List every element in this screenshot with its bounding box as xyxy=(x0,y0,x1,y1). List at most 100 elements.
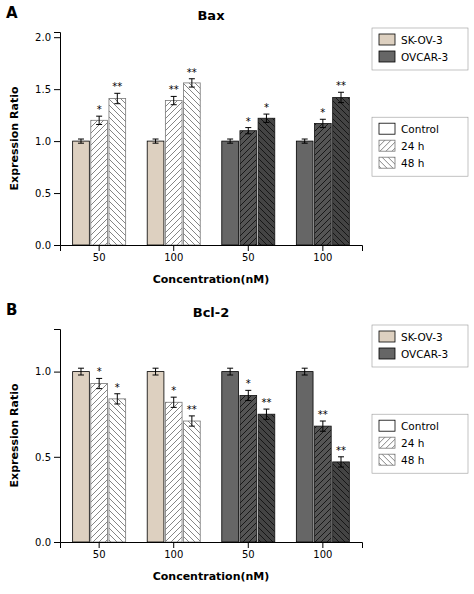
error-bar xyxy=(338,92,344,102)
significance-label: * xyxy=(246,378,251,389)
significance-label: * xyxy=(320,107,325,118)
y-tick: 0.5 xyxy=(35,452,60,463)
y-tick-label: 2.0 xyxy=(35,32,51,43)
y-axis-line xyxy=(54,330,61,543)
y-tick-mark xyxy=(54,89,60,90)
significance-label: * xyxy=(97,104,102,115)
x-tick-label: 50 xyxy=(93,252,106,263)
significance-label: ** xyxy=(261,397,271,408)
significance-label: * xyxy=(264,102,269,113)
bar xyxy=(296,141,313,245)
legend-frame xyxy=(372,414,468,473)
x-tick-label: 100 xyxy=(313,252,332,263)
bar xyxy=(109,98,126,245)
y-tick: 1.0 xyxy=(35,136,60,147)
legend-groups: SK-OV-3OVCAR-3 xyxy=(372,325,468,367)
x-tick-mark xyxy=(99,245,100,251)
x-tick-mark xyxy=(99,542,100,548)
figure: 0.00.51.01.52.05010050100************Bax… xyxy=(0,0,474,594)
x-tick-label: 100 xyxy=(313,549,332,560)
y-tick-mark xyxy=(54,141,60,142)
significance-labels: ************ xyxy=(97,67,346,127)
significance-label: ** xyxy=(187,404,197,415)
y-tick-mark xyxy=(54,457,60,458)
x-tick: 50 xyxy=(242,542,255,560)
bar xyxy=(333,97,350,245)
x-tick-mark xyxy=(248,542,249,548)
error-bar xyxy=(263,114,269,122)
significance-label: * xyxy=(246,116,251,127)
x-axis-line xyxy=(61,543,363,549)
error-bar xyxy=(245,128,251,134)
y-tick-mark xyxy=(54,542,60,543)
error-bar xyxy=(245,390,251,400)
error-bar xyxy=(320,119,326,127)
x-tick: 100 xyxy=(313,245,332,263)
y-axis: 0.00.51.01.52.0 xyxy=(35,32,60,251)
bar xyxy=(165,101,182,245)
y-tick-mark xyxy=(54,372,60,373)
bar xyxy=(240,131,257,245)
x-axis: 5010050100 xyxy=(61,245,363,263)
error-bar xyxy=(227,368,233,375)
legend-label: 24 h xyxy=(401,140,424,152)
error-bar xyxy=(96,116,102,124)
legend-series: Control24 h48 h xyxy=(372,414,468,473)
y-tick-mark xyxy=(54,193,60,194)
error-bar xyxy=(302,139,308,143)
y-axis: 0.0 0.5 1.0 xyxy=(35,330,60,548)
bars xyxy=(73,368,350,542)
bar xyxy=(91,120,108,245)
bar xyxy=(73,372,90,542)
y-axis-title: Expression Ratio xyxy=(8,86,21,190)
bar xyxy=(222,141,239,245)
legend-label: Control xyxy=(401,123,439,135)
y-tick-label: 0.0 xyxy=(35,537,51,548)
legend-frame xyxy=(372,325,468,367)
panel: 0.00.51.05010050100************Bcl-2Conc… xyxy=(6,301,468,583)
legend-swatch xyxy=(379,348,395,359)
significance-labels: ************ xyxy=(97,366,346,455)
legend-frame xyxy=(372,28,468,70)
bar xyxy=(314,426,331,542)
y-axis-line xyxy=(54,33,61,246)
error-bar xyxy=(96,378,102,388)
error-bar xyxy=(78,139,84,143)
significance-label: * xyxy=(97,366,102,377)
x-tick: 50 xyxy=(93,542,106,560)
y-tick-label: 1.0 xyxy=(35,366,51,377)
y-tick: 1.5 xyxy=(35,84,60,95)
legend-series: Control 24 h 48 h xyxy=(372,117,468,176)
legend-swatch xyxy=(379,454,395,465)
bar xyxy=(258,414,275,542)
legend-swatch xyxy=(379,34,395,45)
y-tick-label: 1.5 xyxy=(35,84,51,95)
legend-swatch xyxy=(379,420,395,431)
legend-swatch xyxy=(379,157,395,168)
error-bar xyxy=(78,368,84,375)
legend-label: 48 h xyxy=(401,157,424,169)
legend-label: Control xyxy=(401,420,439,432)
bar xyxy=(184,421,201,542)
bar xyxy=(258,118,275,245)
y-tick: 1.0 xyxy=(35,366,60,377)
plot-area: 0.00.51.01.52.05010050100************ xyxy=(35,32,362,263)
legend-label: SK-OV-3 xyxy=(401,34,443,46)
bar xyxy=(222,372,239,542)
x-tick-mark xyxy=(322,542,323,548)
y-tick-label: 0.0 xyxy=(35,240,51,251)
x-tick-label: 50 xyxy=(242,252,255,263)
error-bar xyxy=(114,93,120,103)
y-tick-label: 1.0 xyxy=(35,136,51,147)
bar xyxy=(333,462,350,542)
bar xyxy=(91,384,108,542)
error-bar xyxy=(302,368,308,375)
error-bar xyxy=(171,96,177,104)
legend-swatch xyxy=(379,437,395,448)
y-tick: 0.0 xyxy=(35,537,60,548)
legend-swatch xyxy=(379,140,395,151)
error-bar xyxy=(320,421,326,431)
bar xyxy=(147,141,164,245)
error-bar xyxy=(263,409,269,419)
error-bar xyxy=(153,139,159,143)
